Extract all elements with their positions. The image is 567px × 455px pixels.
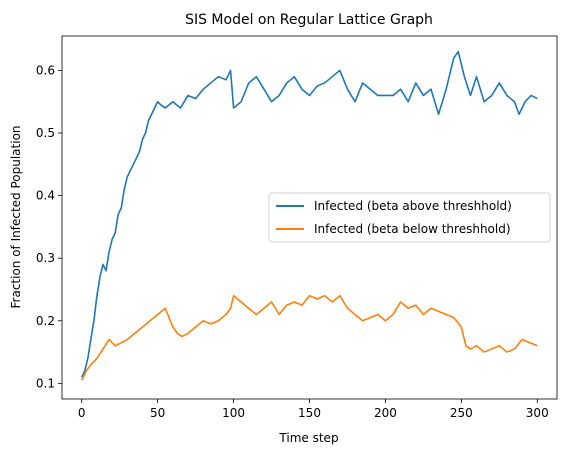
legend-label-1: Infected (beta above threshhold) bbox=[314, 199, 512, 213]
plot-area bbox=[81, 50, 538, 381]
x-tick-label: 150 bbox=[298, 406, 321, 420]
y-tick-label: 0.3 bbox=[36, 251, 55, 265]
series-line-2 bbox=[81, 294, 538, 381]
x-tick-label: 200 bbox=[374, 406, 397, 420]
legend-box bbox=[268, 192, 551, 243]
series-line-1 bbox=[81, 50, 538, 378]
y-tick-label: 0.5 bbox=[36, 126, 55, 140]
y-tick-label: 0.2 bbox=[36, 314, 55, 328]
y-tick-label: 0.1 bbox=[36, 376, 55, 390]
y-axis-label: Fraction of Infected Population bbox=[9, 125, 23, 308]
x-axis-label: Time step bbox=[278, 431, 338, 445]
x-tick-label: 100 bbox=[222, 406, 245, 420]
y-tick-label: 0.6 bbox=[36, 63, 55, 77]
chart-title: SIS Model on Regular Lattice Graph bbox=[185, 12, 433, 28]
x-tick-label: 300 bbox=[526, 406, 549, 420]
legend-label-2: Infected (beta below threshhold) bbox=[314, 222, 511, 236]
x-tick-label: 0 bbox=[78, 406, 86, 420]
legend: Infected (beta above threshhold) Infecte… bbox=[268, 192, 551, 243]
x-tick-label: 250 bbox=[450, 406, 473, 420]
y-tick-label: 0.4 bbox=[36, 189, 55, 203]
x-tick-label: 50 bbox=[150, 406, 165, 420]
